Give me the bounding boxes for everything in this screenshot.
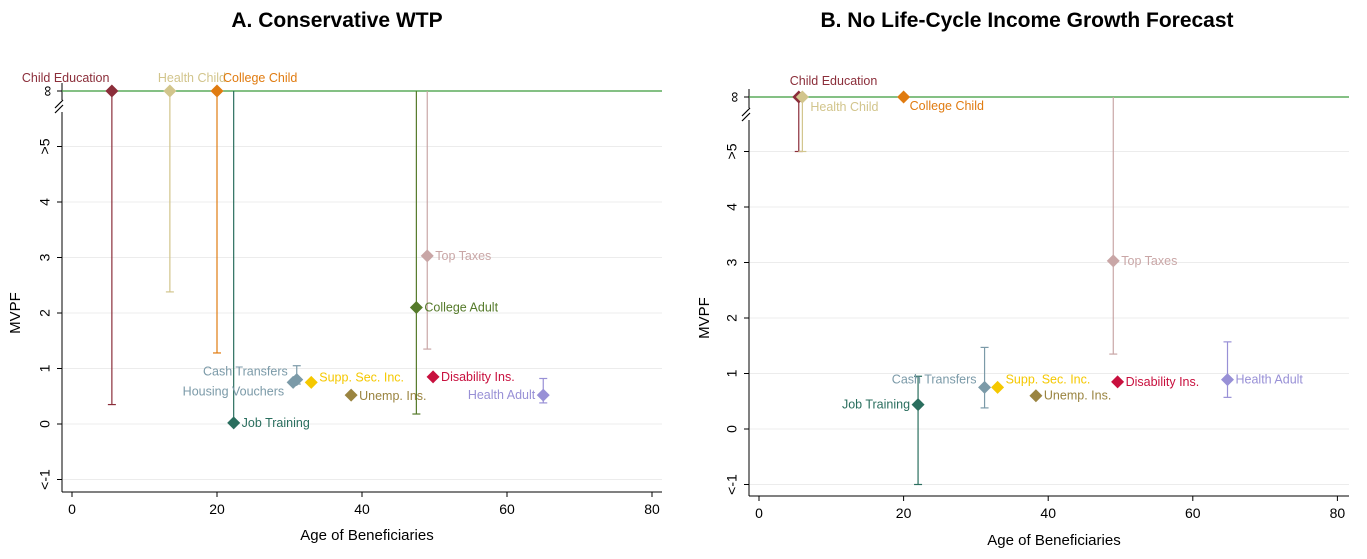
marker-college-child — [210, 84, 224, 98]
y-tick-label: >5 — [37, 138, 53, 154]
data-label-disability-ins: Disability Ins. — [441, 370, 515, 384]
data-label-health-adult: Health Adult — [468, 388, 536, 402]
x-tick-label: 20 — [896, 505, 912, 521]
marker-top-taxes — [1106, 254, 1120, 268]
marker-cash-transfers — [978, 380, 992, 394]
data-label-supp-sec-inc: Supp. Sec. Inc. — [1006, 372, 1091, 386]
y-tick-label: 2 — [37, 309, 53, 317]
y-tick-label: <-1 — [724, 474, 740, 495]
y-tick-label: 0 — [724, 425, 740, 433]
data-label-college-child: College Child — [223, 71, 297, 85]
y-tick-label-infinity: ∞ — [726, 91, 743, 102]
axis-break-mark — [54, 104, 64, 114]
x-axis-label: Age of Beneficiaries — [300, 527, 433, 544]
data-label-disability-ins: Disability Ins. — [1126, 375, 1200, 389]
data-label-unemp-ins: Unemp. Ins. — [359, 389, 426, 403]
marker-supp-sec-inc — [991, 380, 1005, 394]
marker-disability-ins — [1111, 375, 1125, 389]
y-tick-label: >5 — [724, 143, 740, 159]
chart-title: A. Conservative WTP — [231, 9, 442, 32]
y-axis-label: MVPF — [7, 292, 24, 334]
axis-break-mark — [741, 112, 751, 122]
panel-a: A. Conservative WTP ∞ <-1 0 1 2 3 4 >5 0 20 40 60 80 A… — [0, 0, 680, 554]
data-label-health-child: Health Child — [810, 100, 878, 114]
y-tick-label: <-1 — [37, 469, 53, 490]
data-label-unemp-ins: Unemp. Ins. — [1044, 389, 1111, 403]
data-label-supp-sec-inc: Supp. Sec. Inc. — [319, 370, 404, 384]
data-label-college-child: College Child — [910, 99, 984, 113]
marker-health-child — [163, 84, 177, 98]
y-tick-label: 3 — [724, 258, 740, 266]
data-label-job-training: Job Training — [242, 416, 310, 430]
data-label-health-child: Health Child — [158, 71, 226, 85]
marker-college-adult — [409, 300, 423, 314]
data-label-child-education: Child Education — [790, 74, 878, 88]
marker-health-child — [795, 90, 809, 104]
x-tick-label: 80 — [1330, 505, 1346, 521]
y-axis-label: MVPF — [696, 297, 713, 339]
chart-panel-a: A. Conservative WTP ∞ <-1 0 1 2 3 4 >5 0 20 40 60 80 A… — [7, 9, 662, 544]
chart-title: B. No Life-Cycle Income Growth Forecast — [820, 9, 1233, 32]
chart-panel-b: B. No Life-Cycle Income Growth Forecast ∞… — [696, 9, 1349, 549]
x-tick-label: 0 — [68, 501, 76, 517]
marker-disability-ins — [426, 370, 440, 384]
marker-health-adult — [536, 388, 550, 402]
panel-b: B. No Life-Cycle Income Growth Forecast ∞… — [687, 0, 1367, 554]
marker-unemp-ins — [1029, 389, 1043, 403]
y-tick-label-infinity: ∞ — [39, 85, 56, 96]
marker-job-training — [911, 398, 925, 412]
axis-break-mark — [741, 107, 751, 117]
y-tick-label: 3 — [37, 253, 53, 261]
data-label-college-adult: College Adult — [424, 300, 498, 314]
data-label-health-adult: Health Adult — [1236, 373, 1304, 387]
x-tick-label: 40 — [1040, 505, 1056, 521]
marker-unemp-ins — [344, 388, 358, 402]
marker-supp-sec-inc — [304, 375, 318, 389]
x-tick-label: 80 — [644, 501, 660, 517]
axis-break-mark — [54, 99, 64, 109]
y-tick-label: 4 — [724, 203, 740, 211]
marker-top-taxes — [420, 249, 434, 263]
data-label-housing-vouchers: Housing Vouchers — [183, 384, 284, 398]
x-tick-label: 20 — [209, 501, 225, 517]
y-tick-label: 2 — [724, 314, 740, 322]
y-tick-label: 1 — [724, 369, 740, 377]
x-axis-label: Age of Beneficiaries — [987, 532, 1120, 549]
marker-job-training — [227, 416, 241, 430]
y-tick-label: 4 — [37, 198, 53, 206]
x-tick-label: 60 — [499, 501, 515, 517]
y-tick-label: 0 — [37, 420, 53, 428]
x-tick-label: 40 — [354, 501, 370, 517]
x-tick-label: 0 — [755, 505, 763, 521]
marker-college-child — [897, 90, 911, 104]
marker-housing-vouchers — [286, 375, 300, 389]
marker-child-education — [105, 84, 119, 98]
data-label-job-training: Job Training — [842, 398, 910, 412]
data-label-top-taxes: Top Taxes — [1121, 254, 1177, 268]
data-label-cash-transfers: Cash Transfers — [203, 365, 288, 379]
y-tick-label: 1 — [37, 364, 53, 372]
data-label-child-education: Child Education — [22, 71, 110, 85]
data-label-top-taxes: Top Taxes — [435, 249, 491, 263]
data-label-cash-transfers: Cash Transfers — [892, 372, 977, 386]
marker-health-adult — [1221, 373, 1235, 387]
x-tick-label: 60 — [1185, 505, 1201, 521]
